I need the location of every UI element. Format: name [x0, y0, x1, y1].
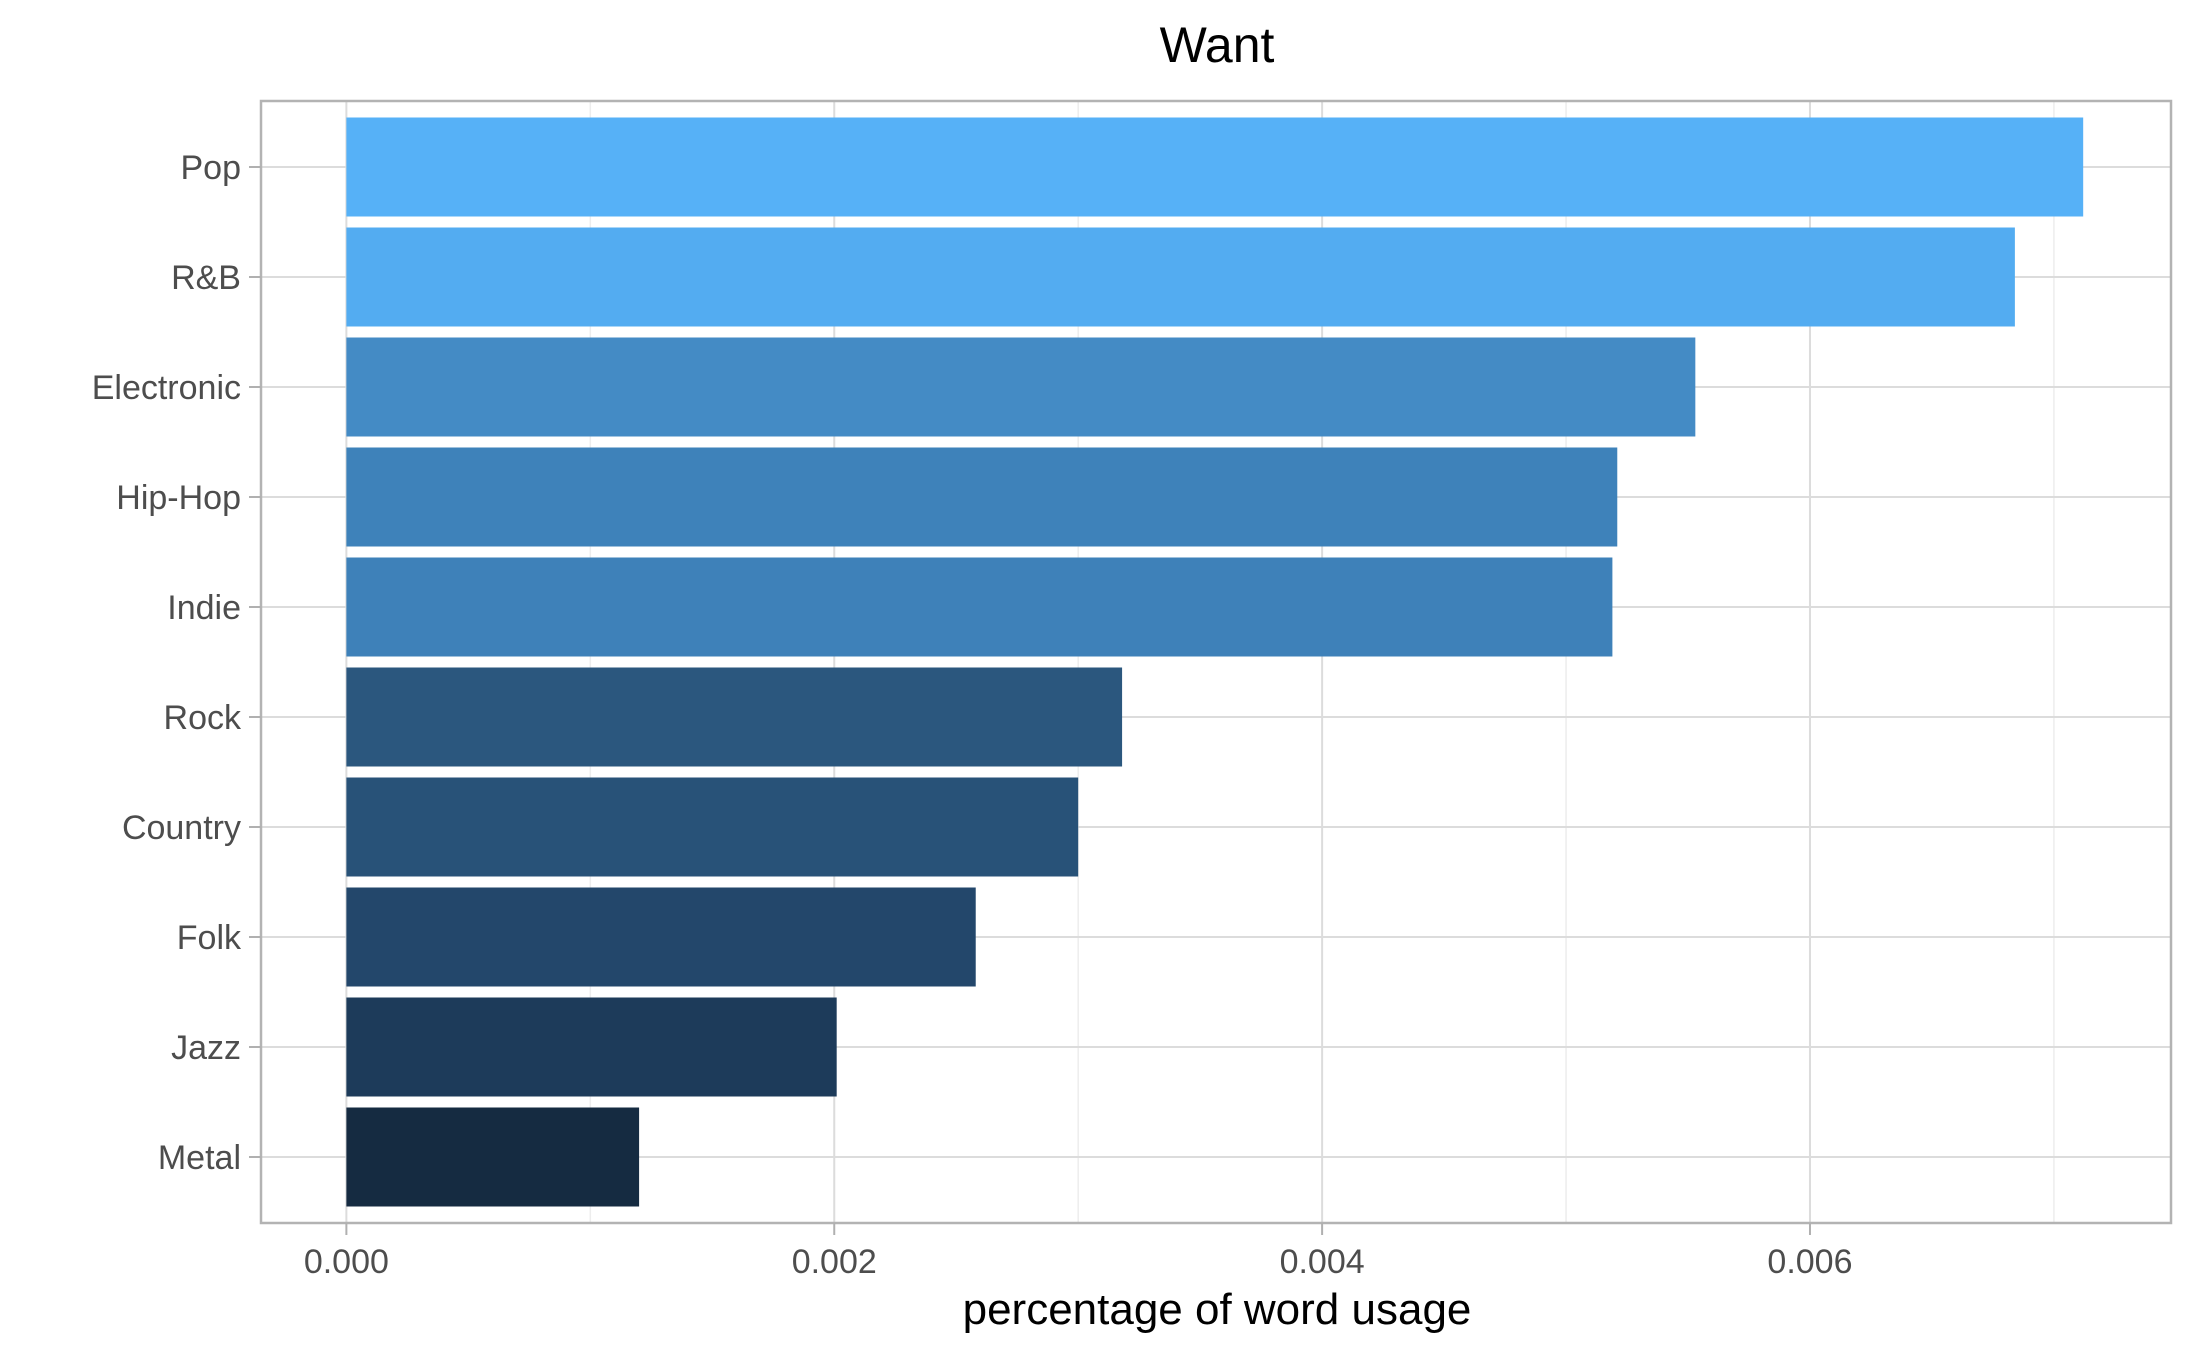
- y-axis: Pop R&B Electronic Hip-Hop Indie Rock Country F…: [92, 149, 261, 1177]
- y-tick-label: Folk: [177, 919, 242, 957]
- bars: [346, 117, 2084, 1207]
- bar-pop: [346, 117, 2084, 217]
- y-tick-label: Rock: [164, 699, 242, 737]
- bar-rock: [346, 667, 1123, 767]
- bar-electronic: [346, 337, 1696, 437]
- bar-r-b: [346, 227, 2015, 327]
- x-tick-label: 0.004: [1280, 1243, 1365, 1281]
- bar-indie: [346, 557, 1613, 657]
- y-tick-label: Metal: [158, 1139, 241, 1177]
- y-tick-label: Jazz: [171, 1029, 241, 1067]
- x-tick-label: 0.000: [304, 1243, 389, 1281]
- x-tick-label: 0.006: [1767, 1243, 1852, 1281]
- plot-panel-border: [259, 99, 2173, 1225]
- y-tick-label: R&B: [171, 259, 241, 297]
- x-axis-title: percentage of word usage: [963, 1285, 1472, 1334]
- bar-hip-hop: [346, 447, 1618, 547]
- bar-metal: [346, 1107, 640, 1207]
- x-tick-label: 0.002: [792, 1243, 877, 1281]
- y-tick-label: Indie: [167, 589, 241, 627]
- bar-folk: [346, 887, 976, 987]
- y-tick-label: Hip-Hop: [116, 479, 241, 517]
- x-axis: 0.000 0.002 0.004 0.006: [304, 1223, 1853, 1281]
- bar-country: [346, 777, 1079, 877]
- y-tick-label: Pop: [181, 149, 242, 187]
- bar-jazz: [346, 997, 837, 1097]
- y-tick-label: Electronic: [92, 369, 241, 407]
- y-tick-label: Country: [122, 809, 241, 847]
- chart-title: Want: [1160, 17, 1275, 73]
